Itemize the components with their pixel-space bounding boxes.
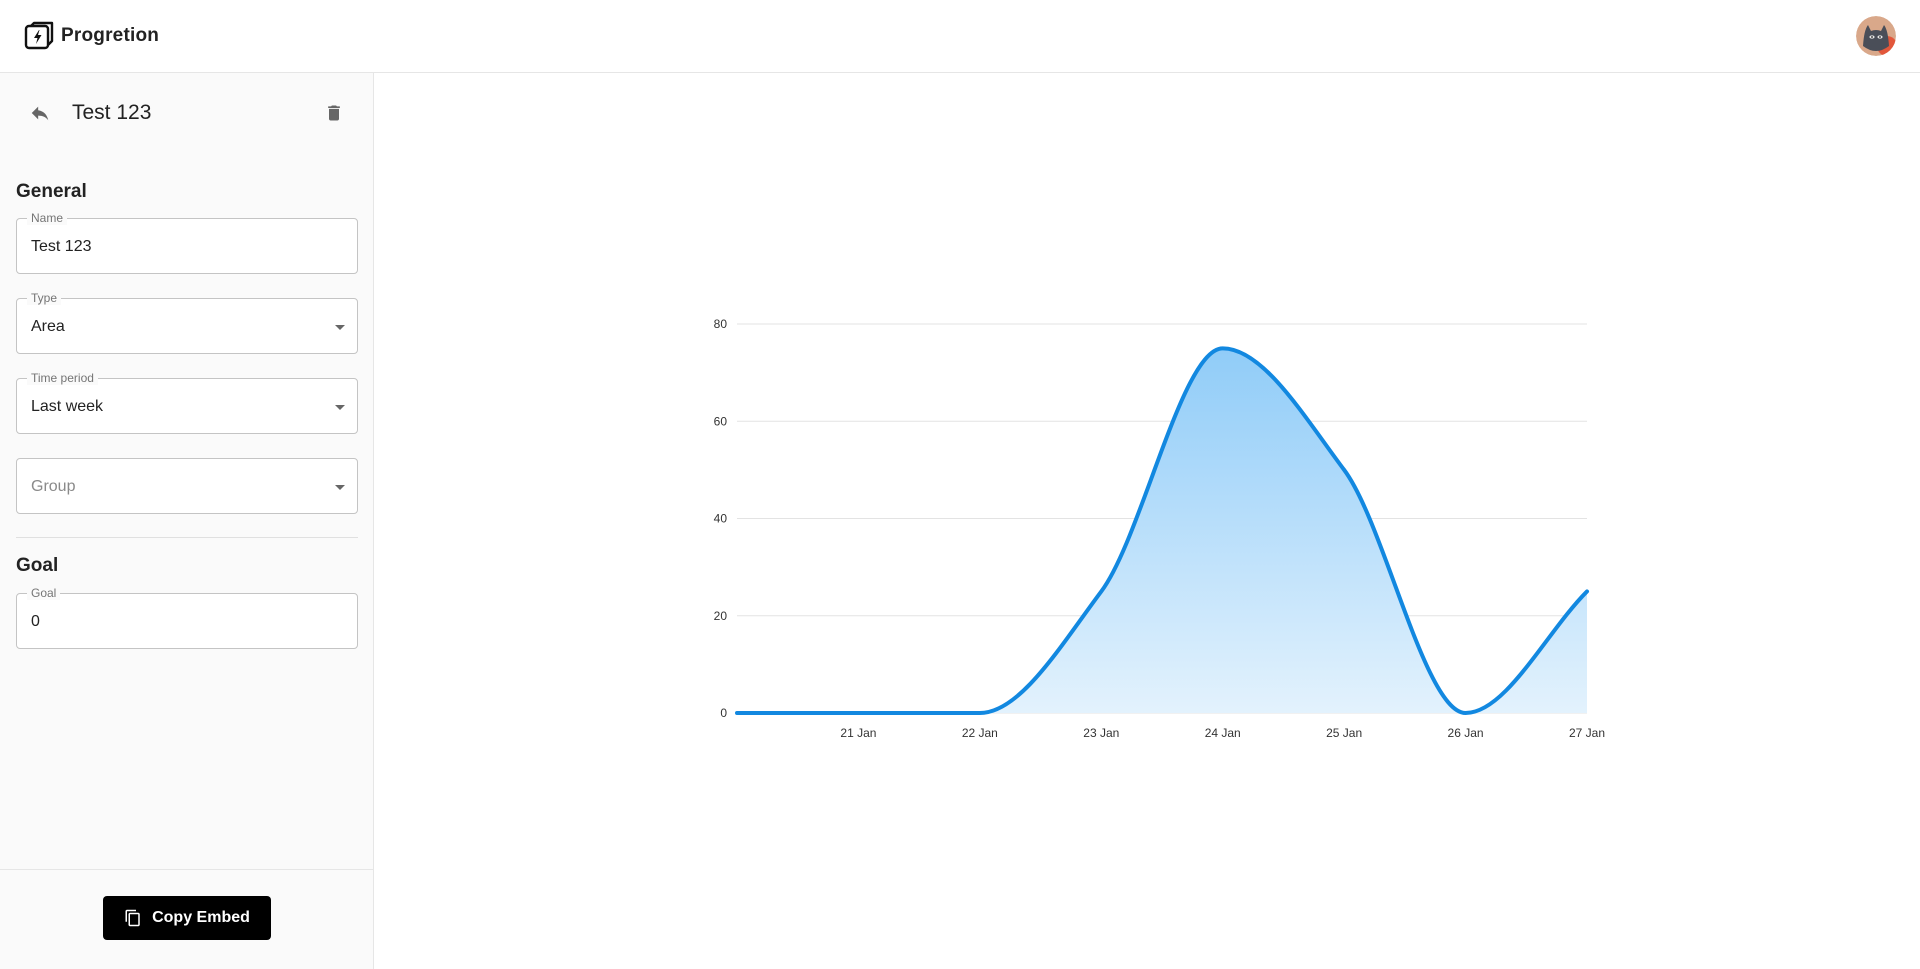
name-field[interactable]: Name Test 123 (16, 211, 358, 274)
name-field-value[interactable]: Test 123 (31, 238, 92, 255)
chevron-down-icon (335, 325, 345, 330)
group-select-placeholder: Group (31, 478, 76, 495)
x-tick-label: 21 Jan (840, 726, 876, 740)
trash-icon (328, 105, 340, 121)
data-point[interactable] (1584, 588, 1590, 594)
x-tick-label: 23 Jan (1083, 726, 1119, 740)
y-tick-label: 40 (714, 512, 728, 526)
bolt-square-logo-icon (24, 21, 54, 50)
data-point[interactable] (734, 710, 740, 716)
chevron-down-icon (335, 405, 345, 410)
area-chart: 0 20 40 60 80 21 Jan 22 Jan 23 Jan 24 Jan 25 Jan… (714, 317, 1605, 740)
section-title-goal: Goal (16, 555, 59, 576)
editor-sidebar: Test 123 General Name Test 123 Type Area… (0, 73, 374, 969)
y-tick-label: 60 (714, 414, 728, 428)
reply-arrow-icon (31, 106, 49, 121)
group-select[interactable]: Group (16, 458, 358, 514)
type-select[interactable]: Type Area (16, 291, 358, 354)
data-point[interactable] (1098, 588, 1104, 594)
chevron-down-icon (335, 485, 345, 490)
y-tick-label: 20 (714, 609, 728, 623)
app-name: Progretion (61, 25, 160, 46)
chart-panel: 0 20 40 60 80 21 Jan 22 Jan 23 Jan 24 Jan 25 Jan… (375, 73, 1920, 969)
cat-avatar-icon (1856, 16, 1896, 56)
goal-field[interactable]: Goal 0 (16, 586, 358, 649)
delete-button[interactable] (314, 93, 354, 133)
copy-embed-button[interactable]: Copy Embed (103, 896, 271, 940)
x-tick-label: 24 Jan (1205, 726, 1241, 740)
data-point[interactable] (1220, 345, 1226, 351)
brand[interactable]: Progretion (24, 20, 159, 52)
data-point[interactable] (855, 710, 861, 716)
time-period-select[interactable]: Time period Last week (16, 371, 358, 434)
data-point[interactable] (1341, 467, 1347, 473)
sidebar-header: Test 123 (0, 73, 374, 153)
series-line (735, 346, 1589, 716)
back-button[interactable] (20, 93, 60, 133)
avatar[interactable] (1856, 16, 1896, 56)
name-field-label: Name (27, 211, 68, 225)
x-tick-label: 22 Jan (962, 726, 998, 740)
time-period-select-value: Last week (31, 398, 104, 415)
y-tick-label: 80 (714, 317, 728, 331)
y-tick-label: 0 (720, 706, 727, 720)
x-tick-label: 26 Jan (1448, 726, 1484, 740)
type-select-value: Area (31, 318, 65, 335)
copy-icon (125, 909, 140, 927)
goal-field-label: Goal (27, 586, 61, 600)
top-bar: Progretion (0, 0, 1920, 73)
sidebar-footer: Copy Embed (0, 869, 374, 969)
section-title-general: General (16, 181, 87, 202)
chart-title: Test 123 (72, 101, 152, 124)
section-divider (16, 537, 358, 538)
goal-field-value[interactable]: 0 (31, 613, 40, 630)
area-fill (737, 348, 1587, 713)
data-point[interactable] (977, 710, 983, 716)
data-point[interactable] (1463, 710, 1469, 716)
x-tick-label: 27 Jan (1569, 726, 1605, 740)
copy-embed-label: Copy Embed (152, 909, 250, 926)
type-select-label: Type (27, 291, 62, 305)
x-tick-label: 25 Jan (1326, 726, 1362, 740)
time-period-select-label: Time period (27, 371, 98, 385)
